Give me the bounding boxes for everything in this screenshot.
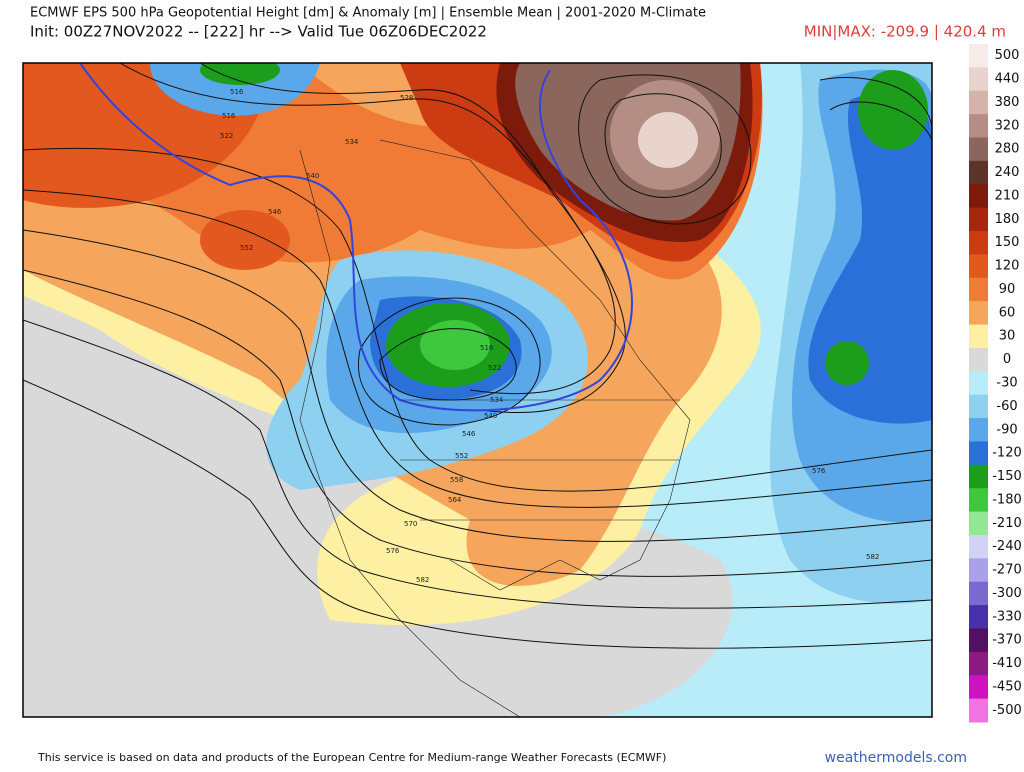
contour-label: 534 xyxy=(345,138,359,146)
colorbar-swatch xyxy=(969,418,988,442)
colorbar-swatch xyxy=(969,511,988,536)
colorbar-swatch xyxy=(969,628,988,653)
colorbar-label: 30 xyxy=(999,329,1016,344)
colorbar-swatch xyxy=(969,324,988,349)
colorbar-swatch xyxy=(969,441,988,466)
colorbar-swatch xyxy=(969,488,988,513)
colorbar-swatch xyxy=(969,301,988,326)
site-link[interactable]: weathermodels.com xyxy=(825,750,967,766)
contour-label: 516 xyxy=(480,344,494,352)
contour-label: 534 xyxy=(490,396,504,404)
contour-label: 552 xyxy=(455,452,468,460)
colorbar-label: -450 xyxy=(992,679,1022,694)
colorbar-label: -210 xyxy=(992,516,1022,531)
colorbar-swatch xyxy=(969,605,988,629)
colorbar-swatch xyxy=(969,698,988,723)
colorbar-label: 240 xyxy=(995,165,1020,180)
min-max: MIN|MAX: -209.9 | 420.4 m xyxy=(804,23,1006,41)
colorbar-label: -410 xyxy=(992,656,1022,671)
contour-label: 540 xyxy=(306,172,319,180)
colorbar-label: -500 xyxy=(992,703,1022,718)
colorbar-swatch xyxy=(969,558,988,583)
contour-label: 570 xyxy=(404,520,417,528)
colorbar-label: -270 xyxy=(992,563,1022,578)
contour-label: 516 xyxy=(230,88,244,96)
colorbar-swatch xyxy=(969,277,988,302)
colorbar-swatch xyxy=(969,44,988,68)
colorbar-label: -150 xyxy=(992,469,1022,484)
colorbar-swatch xyxy=(969,160,988,185)
colorbar-label: 150 xyxy=(995,235,1020,250)
contour-label: 522 xyxy=(488,364,501,372)
title: ECMWF EPS 500 hPa Geopotential Height [d… xyxy=(30,6,706,21)
colorbar-swatch xyxy=(969,464,988,489)
colorbar-swatch xyxy=(969,347,988,372)
colorbar-label: -180 xyxy=(992,492,1022,507)
map: 516 516 522 528 534 540 546 552 516 522 … xyxy=(22,62,933,718)
colorbar-label: 280 xyxy=(995,142,1020,157)
colorbar-label: 90 xyxy=(999,282,1016,297)
contour-label: 576 xyxy=(386,547,400,555)
contour-label: 582 xyxy=(416,576,429,584)
colorbar-label: -60 xyxy=(996,399,1017,414)
colorbar-label: -300 xyxy=(992,586,1022,601)
colorbar-label: -240 xyxy=(992,539,1022,554)
contour-label: 564 xyxy=(448,496,462,504)
colorbar-swatch xyxy=(969,254,988,279)
colorbar-swatch xyxy=(969,90,988,115)
contour-label: 576 xyxy=(812,467,826,475)
colorbar-label: -370 xyxy=(992,633,1022,648)
colorbar-swatch xyxy=(969,534,988,559)
colorbar-label: 500 xyxy=(995,48,1020,63)
colorbar-swatch xyxy=(969,207,988,232)
colorbar-swatch xyxy=(969,184,988,209)
colorbar-swatch xyxy=(969,651,988,676)
colorbar-swatch xyxy=(969,231,988,255)
colorbar-label: 210 xyxy=(995,188,1020,203)
colorbar: 500 440 380 320 280 240 210 180 150 120 90 60 30 0 -30… xyxy=(969,44,1022,723)
contour-label: 582 xyxy=(866,553,879,561)
colorbar-swatch xyxy=(969,67,988,92)
colorbar-label: 440 xyxy=(995,72,1020,87)
colorbar-label: 380 xyxy=(995,95,1020,110)
contour-label: 516 xyxy=(222,112,236,120)
colorbar-swatch xyxy=(969,114,988,139)
colorbar-label: 0 xyxy=(1003,352,1011,367)
colorbar-label: 60 xyxy=(999,305,1016,320)
colorbar-swatch xyxy=(969,137,988,162)
contour-label: 546 xyxy=(462,430,476,438)
colorbar-swatch xyxy=(969,581,988,606)
colorbar-label: -330 xyxy=(992,609,1022,624)
contour-label: 522 xyxy=(220,132,233,140)
colorbar-label: -90 xyxy=(996,422,1017,437)
contour-label: 546 xyxy=(268,208,282,216)
contour-label: 552 xyxy=(240,244,253,252)
colorbar-label: 120 xyxy=(995,259,1020,274)
colorbar-label: 180 xyxy=(995,212,1020,227)
colorbar-label: 320 xyxy=(995,118,1020,133)
contour-label: 540 xyxy=(484,412,497,420)
colorbar-swatch xyxy=(969,394,988,419)
contour-label: 528 xyxy=(400,94,413,102)
credit: This service is based on data and produc… xyxy=(37,751,666,764)
colorbar-label: -30 xyxy=(996,376,1017,391)
colorbar-label: -120 xyxy=(992,446,1022,461)
contour-label: 558 xyxy=(450,476,463,484)
colorbar-swatch xyxy=(969,675,988,700)
init-line: Init: 00Z27NOV2022 -- [222] hr --> Valid… xyxy=(30,23,487,41)
colorbar-swatch xyxy=(969,371,988,396)
